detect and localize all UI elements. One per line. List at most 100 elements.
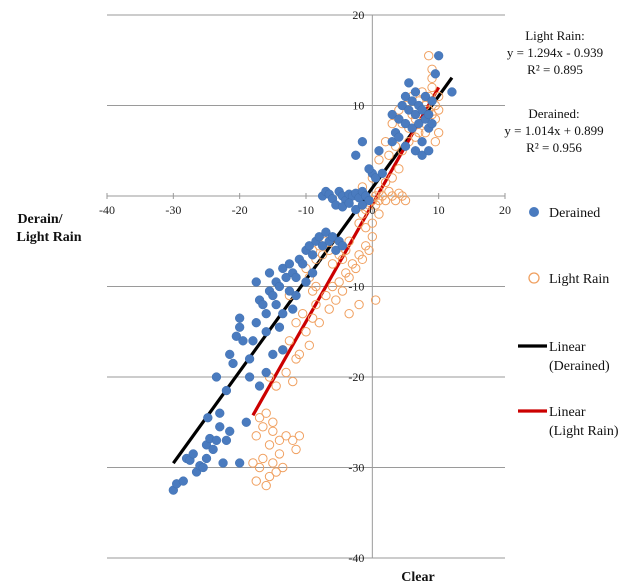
light-rain-point-72	[354, 218, 364, 228]
light-rain-point-41	[334, 277, 344, 287]
light-rain-point-9	[278, 462, 288, 473]
light-rain-point-88	[370, 191, 381, 201]
y-axis-label-line2: Light Rain	[17, 230, 82, 245]
light-rain-point-31	[304, 340, 315, 351]
derained-point-63	[291, 290, 301, 301]
light-rain-point-6	[268, 458, 278, 468]
derained-point-111	[410, 109, 421, 120]
derained-point-5	[188, 449, 198, 459]
x-tick-label--10: -10	[298, 203, 314, 217]
y-axis-label-line1: Derain/	[17, 212, 63, 227]
derained-point-16	[221, 435, 232, 446]
derained-point-126	[387, 137, 397, 147]
derained-point-58	[337, 241, 348, 251]
legend-linear-derained-label-2: (Derained)	[549, 359, 610, 374]
derained-point-20	[235, 458, 245, 468]
x-tick-label--30: -30	[165, 203, 181, 217]
light-rain-point-0	[248, 458, 258, 468]
derained-point-99	[374, 146, 384, 156]
derained-point-68	[301, 277, 311, 287]
derained-point-55	[327, 232, 338, 242]
y-tick-label--10: -10	[348, 280, 364, 294]
light-rain-r2: R² = 0.895	[527, 62, 583, 77]
light-rain-point-8	[274, 449, 285, 459]
light-rain-equation: y = 1.294x - 0.939	[506, 45, 604, 60]
derained-point-74	[244, 372, 255, 382]
light-rain-point-42	[337, 286, 348, 296]
light-rain-point-95	[387, 173, 397, 183]
light-rain-point-129	[384, 150, 394, 160]
x-tick-label--40: -40	[99, 203, 115, 217]
x-tick-label--20: -20	[232, 203, 248, 217]
derained-point-129	[410, 146, 421, 156]
light-rain-point-116	[427, 82, 437, 93]
derained-point-103	[394, 114, 404, 124]
x-axis-label: Clear	[401, 570, 434, 585]
light-rain-equation-title: Light Rain:	[525, 28, 585, 43]
derained-point-15	[218, 458, 228, 468]
light-rain-point-52	[370, 295, 381, 305]
light-rain-point-3	[258, 453, 268, 464]
derained-point-40	[278, 263, 288, 274]
derained-point-125	[447, 87, 457, 97]
light-rain-point-1	[251, 476, 261, 486]
derained-point-97	[364, 164, 374, 174]
derained-point-107	[404, 105, 414, 115]
derained-point-48	[304, 241, 314, 251]
light-rain-point-96	[394, 164, 404, 174]
derained-point-59	[251, 277, 261, 287]
derained-r2: R² = 0.956	[526, 140, 582, 155]
derained-point-12	[208, 444, 218, 455]
light-rain-point-61	[327, 259, 338, 269]
light-rain-point-91	[374, 209, 384, 219]
derained-point-8	[198, 462, 208, 473]
light-rain-point-119	[433, 91, 444, 102]
trendline-light-rain	[251, 86, 441, 417]
derained-point-46	[298, 259, 308, 269]
light-rain-point-29	[294, 349, 305, 360]
derained-point-128	[400, 141, 411, 151]
derained-point-122	[427, 118, 437, 129]
light-rain-point-18	[268, 417, 278, 427]
derained-point-49	[307, 250, 318, 260]
light-rain-point-20	[258, 422, 268, 432]
light-rain-point-23	[271, 381, 281, 391]
derained-point-28	[238, 336, 248, 346]
derained-point-65	[261, 327, 271, 337]
derained-point-109	[407, 96, 417, 106]
derained-point-72	[268, 349, 278, 360]
derained-point-61	[271, 299, 281, 310]
derained-point-95	[357, 137, 368, 147]
legend-derained-label: Derained	[549, 206, 600, 221]
light-rain-point-50	[364, 245, 374, 256]
derained-point-2	[178, 476, 188, 486]
legend-light-rain-marker	[528, 272, 540, 284]
light-rain-point-48	[357, 254, 368, 265]
light-rain-point-44	[344, 272, 354, 283]
light-rain-point-130	[433, 127, 444, 138]
light-rain-point-11	[264, 440, 275, 450]
light-rain-point-13	[274, 435, 285, 446]
light-rain-point-24	[281, 367, 291, 378]
light-rain-point-66	[344, 236, 354, 246]
derained-point-121	[427, 96, 437, 106]
light-rain-point-33	[297, 308, 308, 319]
light-rain-point-99	[387, 118, 397, 129]
derained-point-18	[203, 413, 213, 423]
light-rain-point-2	[254, 462, 265, 473]
derained-point-52	[317, 241, 328, 251]
derained-point-104	[397, 100, 407, 111]
derained-points	[168, 51, 457, 495]
derained-point-91	[344, 198, 354, 208]
derained-point-51	[314, 232, 324, 242]
derained-point-29	[235, 322, 245, 332]
derained-point-60	[264, 268, 275, 278]
derained-point-108	[404, 78, 414, 88]
derained-point-98	[371, 173, 381, 183]
light-rain-equation-box: Light Rain: y = 1.294x - 0.939 R² = 0.89…	[495, 27, 615, 78]
derained-point-24	[225, 349, 235, 360]
light-rain-point-25	[288, 376, 298, 387]
derained-point-32	[251, 318, 261, 328]
light-rain-point-120	[433, 105, 444, 115]
derained-point-115	[417, 105, 427, 115]
